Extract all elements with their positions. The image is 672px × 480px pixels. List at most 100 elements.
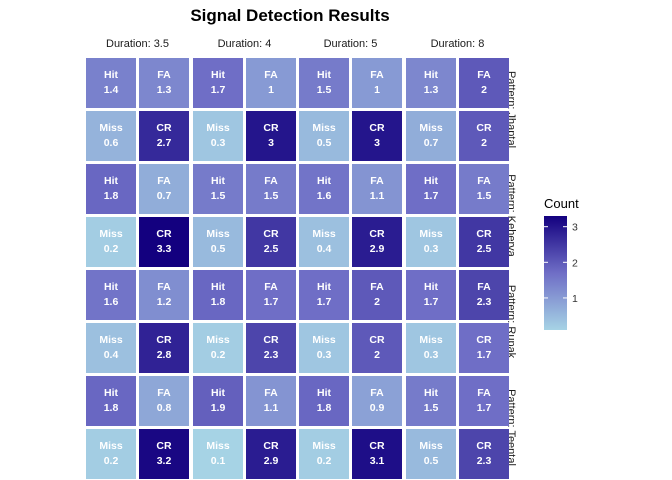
cell-category-label: Hit — [317, 69, 332, 81]
heatmap-cell-miss — [299, 217, 349, 267]
cell-category-label: CR — [369, 122, 385, 134]
heatmap-cell-fa — [246, 58, 296, 108]
cell-value-label: 0.2 — [211, 349, 226, 361]
heatmap-cell-hit — [299, 164, 349, 214]
cell-value-label: 0.4 — [104, 349, 119, 361]
cell-value-label: 0.3 — [424, 349, 439, 361]
cell-category-label: Hit — [424, 387, 439, 399]
cell-value-label: 0.7 — [157, 190, 172, 202]
cell-category-label: Hit — [211, 281, 226, 293]
cell-value-label: 0.5 — [317, 137, 332, 149]
color-legend: Count 1 2 3 — [544, 196, 579, 330]
heatmap-cell-fa — [139, 164, 189, 214]
cell-value-label: 3.1 — [370, 455, 385, 467]
heatmap-cell-fa — [246, 270, 296, 320]
cell-category-label: Hit — [104, 387, 119, 399]
cell-category-label: Hit — [317, 175, 332, 187]
heatmap-cell-fa — [139, 270, 189, 320]
heatmap-cell-hit — [406, 270, 456, 320]
cell-value-label: 0.3 — [424, 243, 439, 255]
cell-category-label: Hit — [104, 175, 119, 187]
cell-category-label: Miss — [419, 334, 443, 346]
cell-value-label: 2.9 — [264, 455, 279, 467]
cell-category-label: CR — [263, 334, 279, 346]
cell-category-label: Hit — [424, 69, 439, 81]
cell-category-label: Hit — [211, 69, 226, 81]
cell-category-label: Hit — [424, 175, 439, 187]
cell-category-label: FA — [370, 175, 384, 187]
cell-value-label: 1 — [268, 84, 274, 96]
cell-value-label: 1.7 — [211, 84, 226, 96]
heatmap-cell-hit — [193, 376, 243, 426]
heatmap-cell-miss — [299, 111, 349, 161]
heatmap-cell-hit — [406, 164, 456, 214]
cell-category-label: Hit — [317, 281, 332, 293]
cell-value-label: 1.4 — [104, 84, 119, 96]
cell-value-label: 1.5 — [264, 190, 279, 202]
cell-value-label: 1.3 — [424, 84, 439, 96]
cell-value-label: 3 — [268, 137, 274, 149]
cell-category-label: CR — [476, 122, 492, 134]
cell-value-label: 0.3 — [317, 349, 332, 361]
cell-category-label: Miss — [312, 440, 336, 452]
cell-value-label: 2.7 — [157, 137, 172, 149]
cell-category-label: FA — [264, 387, 278, 399]
cell-value-label: 0.5 — [424, 455, 439, 467]
heatmap-cell-fa — [352, 58, 402, 108]
cell-value-label: 1.3 — [157, 84, 172, 96]
cell-category-label: FA — [264, 175, 278, 187]
cell-value-label: 0.7 — [424, 137, 439, 149]
cell-value-label: 1.2 — [157, 296, 172, 308]
cell-value-label: 0.8 — [157, 402, 172, 414]
heatmap-cell-miss — [86, 217, 136, 267]
cell-category-label: FA — [370, 387, 384, 399]
cell-category-label: Miss — [99, 440, 123, 452]
cell-category-label: Miss — [419, 122, 443, 134]
cell-value-label: 0.9 — [370, 402, 385, 414]
heatmap-cell-hit — [193, 58, 243, 108]
cell-category-label: CR — [476, 228, 492, 240]
cell-value-label: 2.8 — [157, 349, 172, 361]
cell-value-label: 2 — [374, 296, 380, 308]
heatmap-cell-miss — [193, 111, 243, 161]
cell-category-label: Miss — [99, 228, 123, 240]
heatmap-cell-miss — [193, 323, 243, 373]
legend-tick-label: 1 — [572, 293, 578, 305]
column-strip-label: Duration: 5 — [324, 38, 378, 50]
heatmap-cell-cr — [246, 323, 296, 373]
cell-category-label: FA — [157, 69, 171, 81]
cell-category-label: FA — [157, 281, 171, 293]
cell-value-label: 0.6 — [104, 137, 119, 149]
cell-category-label: FA — [370, 69, 384, 81]
cell-value-label: 1.7 — [264, 296, 279, 308]
heatmap-cell-cr — [459, 323, 509, 373]
cell-value-label: 1.6 — [104, 296, 119, 308]
heatmap-cell-hit — [299, 58, 349, 108]
heatmap-cell-hit — [86, 58, 136, 108]
cell-category-label: Hit — [104, 281, 119, 293]
cell-category-label: FA — [477, 281, 491, 293]
heatmap-cell-fa — [459, 58, 509, 108]
heatmap-cell-hit — [406, 376, 456, 426]
cell-category-label: CR — [156, 122, 172, 134]
heatmap-cell-fa — [352, 270, 402, 320]
cell-value-label: 2 — [374, 349, 380, 361]
heatmap-cell-cr — [246, 429, 296, 479]
heatmap-cell-cr — [459, 111, 509, 161]
cell-category-label: Hit — [211, 387, 226, 399]
column-facet-strips: Duration: 3.5 Duration: 4 Duration: 5 Durat… — [106, 38, 484, 50]
heatmap-cell-fa — [459, 270, 509, 320]
cell-category-label: Miss — [206, 122, 230, 134]
cell-category-label: CR — [156, 228, 172, 240]
cell-category-label: Hit — [104, 69, 119, 81]
cell-value-label: 2.5 — [477, 243, 492, 255]
cell-value-label: 0.2 — [104, 455, 119, 467]
heatmap-cell-fa — [459, 376, 509, 426]
heatmap-cell-fa — [246, 164, 296, 214]
heatmap-cell-cr — [459, 217, 509, 267]
heatmap-cell-hit — [299, 270, 349, 320]
heatmap-cell-cr — [352, 323, 402, 373]
cell-category-label: FA — [264, 69, 278, 81]
heatmap-cell-miss — [299, 429, 349, 479]
